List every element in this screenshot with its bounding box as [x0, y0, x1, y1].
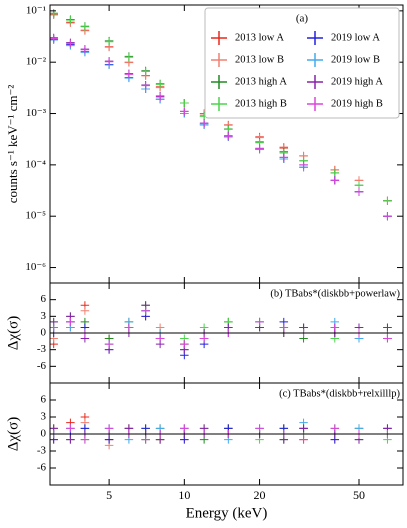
x-tick-label: 5 [106, 488, 112, 502]
y-tick-label: 10⁻⁵ [25, 210, 46, 222]
data-cross [66, 16, 75, 25]
data-cross [141, 81, 150, 90]
data-cross [330, 424, 340, 433]
y-axis-label: counts s⁻¹ keV⁻¹ cm⁻² [5, 85, 20, 204]
data-cross [50, 34, 58, 43]
panel-label: (c) TBabs*(diskbb+relxilllp) [279, 388, 400, 399]
data-cross [383, 334, 392, 343]
data-cross [224, 132, 233, 141]
y-tick-label: 3 [41, 411, 47, 423]
y-tick-label: -6 [37, 360, 47, 372]
legend-marker [211, 97, 227, 111]
data-cross [255, 317, 264, 326]
data-cross [279, 153, 289, 162]
data-cross [66, 435, 75, 444]
legend-label: 2019 high B [331, 98, 383, 109]
data-cross [255, 424, 264, 433]
legend-marker [211, 53, 227, 67]
data-cross [80, 435, 90, 444]
y-tick-label: 0 [41, 428, 47, 440]
legend-label: 2013 high B [235, 98, 287, 109]
y-tick-label: 10⁻² [26, 56, 47, 68]
y-axis-label: Δχ(σ) [5, 417, 21, 451]
data-cross [66, 39, 75, 48]
data-cross [255, 144, 264, 153]
data-cross [299, 424, 308, 433]
data-cross [330, 323, 340, 332]
data-cross [180, 340, 189, 349]
data-cross [383, 212, 392, 221]
x-tick-label: 50 [353, 488, 365, 502]
legend-label: 2013 high A [235, 76, 287, 87]
x-axis-label: Energy (keV) [186, 505, 268, 521]
y-tick-label: -3 [37, 343, 47, 355]
plot-area [50, 413, 392, 450]
y-axis-label: Δχ(σ) [5, 316, 21, 350]
data-cross [155, 92, 165, 101]
data-cross [141, 67, 150, 76]
data-cross [155, 334, 165, 343]
data-cross [383, 196, 392, 205]
plot-area [50, 9, 392, 221]
data-cross [124, 70, 134, 79]
y-tick-label: 6 [41, 394, 47, 406]
data-cross [104, 424, 114, 433]
data-cross [50, 323, 58, 332]
plot-area [50, 301, 392, 360]
y-tick-label: 10⁻¹ [26, 4, 46, 16]
data-cross [155, 80, 165, 89]
legend-marker [307, 53, 323, 67]
panel-label: (b) TBabs*(diskbb+powerlaw) [270, 288, 400, 299]
legend-marker [307, 31, 323, 45]
y-tick-label: 3 [41, 310, 47, 322]
data-cross [80, 45, 90, 54]
data-cross [279, 323, 289, 332]
data-cross [180, 99, 189, 108]
legend-marker [211, 75, 227, 89]
x-tick-label: 20 [254, 488, 266, 502]
data-cross [299, 160, 308, 169]
y-tick-label: 10⁻⁶ [25, 261, 46, 273]
y-tick-label: 10⁻⁴ [25, 158, 46, 170]
data-cross [80, 306, 90, 315]
data-cross [124, 323, 134, 332]
data-cross [354, 187, 364, 196]
data-cross [330, 168, 340, 177]
data-cross [180, 107, 189, 116]
legend-marker [307, 97, 323, 111]
data-cross [66, 424, 75, 433]
legend-box [204, 7, 400, 119]
panel-label: (a) [296, 13, 309, 25]
data-cross [80, 22, 90, 31]
y-tick-label: 6 [41, 293, 47, 305]
y-tick-label: -6 [37, 462, 47, 474]
legend-marker [307, 75, 323, 89]
data-cross [199, 119, 209, 128]
data-cross [141, 435, 150, 444]
data-cross [104, 37, 114, 46]
data-cross [299, 435, 308, 444]
data-cross [124, 53, 134, 62]
data-cross [330, 176, 340, 185]
data-cross [104, 57, 114, 66]
y-tick-label: 0 [41, 327, 47, 339]
legend-label: 2019 high A [331, 76, 383, 87]
legend-label: 2013 low A [235, 32, 284, 43]
data-cross [180, 424, 189, 433]
y-tick-label: -3 [37, 445, 47, 457]
data-cross [104, 340, 114, 349]
data-cross [199, 334, 209, 343]
legend-label: 2019 low B [331, 54, 380, 65]
x-tick-label: 10 [178, 488, 190, 502]
legend-marker [211, 31, 227, 45]
legend-label: 2019 low A [331, 32, 380, 43]
data-cross [66, 317, 75, 326]
y-tick-label: 10⁻³ [26, 107, 47, 119]
data-cross [141, 306, 150, 315]
legend-label: 2013 low B [235, 54, 284, 65]
data-cross [383, 323, 392, 332]
